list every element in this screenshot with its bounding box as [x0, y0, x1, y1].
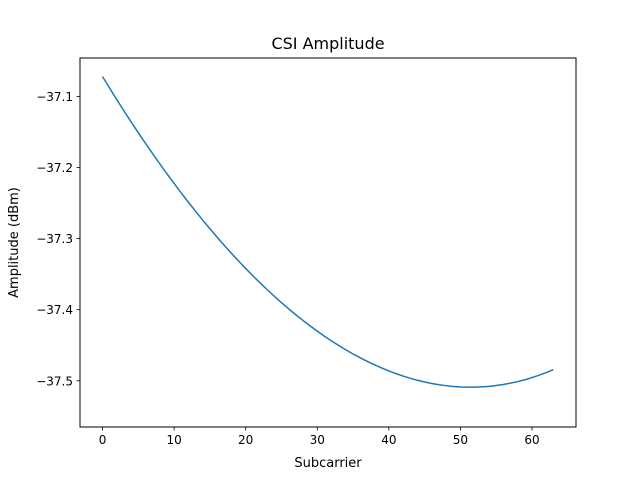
- x-tick-label: 20: [238, 433, 253, 447]
- series-line-0: [101, 76, 554, 388]
- x-tick-label: 60: [524, 433, 539, 447]
- x-tick-label: 10: [166, 433, 181, 447]
- y-tick-label: −37.3: [36, 232, 73, 246]
- plot-frame: [79, 57, 577, 428]
- y-tick-label: −37.1: [36, 90, 73, 104]
- chart-title: CSI Amplitude: [271, 34, 384, 53]
- y-tick-label: −37.2: [36, 161, 73, 175]
- x-axis-label: Subcarrier: [294, 456, 362, 471]
- x-tick-label: 40: [381, 433, 396, 447]
- x-tick-label: 0: [99, 433, 107, 447]
- y-tick-label: −37.4: [36, 303, 73, 317]
- x-tick-label: 50: [453, 433, 468, 447]
- y-tick-label: −37.5: [36, 374, 73, 388]
- x-tick-label: 30: [310, 433, 325, 447]
- y-axis-label: Amplitude (dBm): [7, 187, 22, 298]
